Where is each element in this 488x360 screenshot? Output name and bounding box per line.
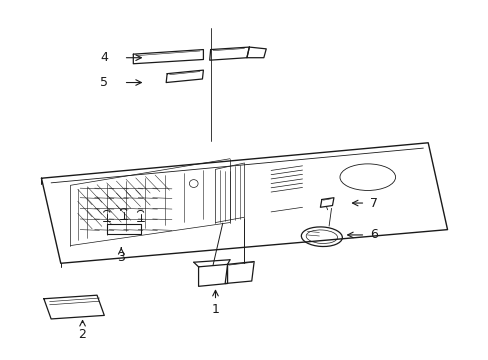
Text: 1: 1 [211,303,219,316]
Text: 6: 6 [369,229,377,242]
Text: 3: 3 [117,252,125,265]
Text: 7: 7 [369,197,377,210]
Text: 2: 2 [79,328,86,341]
Text: 5: 5 [100,76,108,89]
Text: 4: 4 [100,51,108,64]
